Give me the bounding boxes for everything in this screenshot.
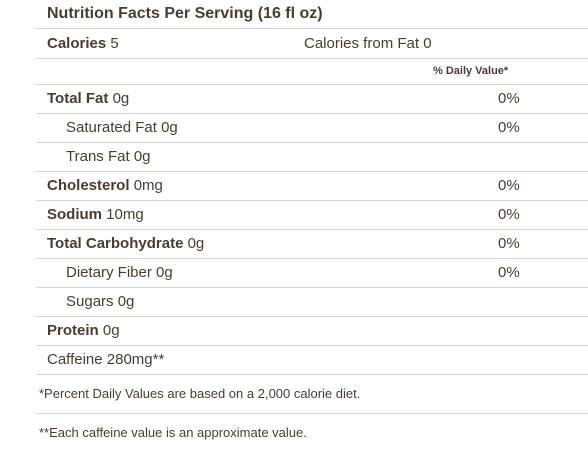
nutrient-row-total-fat: Total Fat 0g 0% [36,85,588,114]
nutrient-name: Total Fat [47,90,109,107]
nutrient-amount: 0g [187,235,205,252]
nutrient-daily-value: 0% [498,90,520,107]
daily-value-header-row: % Daily Value* [36,59,588,85]
nutrient-name: Protein [47,322,99,339]
nutrient-daily-value: 0% [498,235,520,252]
nutrition-facts-panel: Nutrition Facts Per Serving (16 fl oz) C… [36,0,588,452]
calories-row: Calories 5 Calories from Fat 0 [36,29,588,59]
nutrient-amount: 0mg [133,177,163,194]
nutrient-row-saturated-fat: Saturated Fat 0g 0% [36,114,588,143]
nutrient-daily-value: 0% [498,177,520,194]
nutrient-name: Sugars [66,293,114,310]
nutrient-amount: 0g [156,264,173,281]
nutrient-amount: 0g [112,90,130,107]
nutrient-row-dietary-fiber: Dietary Fiber 0g 0% [36,259,588,288]
nutrient-amount: 10mg [106,206,144,223]
caffeine-footnote: **Each caffeine value is an approximate … [39,425,307,440]
nutrient-row-caffeine: Caffeine 280mg** [36,346,588,375]
nutrient-row-total-carbohydrate: Total Carbohydrate 0g 0% [36,230,588,259]
nutrient-amount: 0g [117,293,135,310]
daily-values-footnote: *Percent Daily Values are based on a 2,0… [36,375,588,414]
nutrient-daily-value: 0% [498,119,520,136]
nutrient-name: Dietary Fiber [66,264,152,281]
nutrient-amount: 280mg** [106,351,165,368]
nutrient-name: Trans Fat [66,148,130,165]
calories-from-fat: Calories from Fat 0 [304,35,432,52]
nutrient-amount: 0g [133,148,151,165]
nutrient-name: Sodium [47,206,102,223]
nutrient-row-cholesterol: Cholesterol 0mg 0% [36,172,588,201]
nutrient-amount: 0g [102,322,120,339]
nutrient-name: Cholesterol [47,177,130,194]
nutrient-name: Total Carbohydrate [47,235,184,252]
nutrition-title: Nutrition Facts Per Serving (16 fl oz) [36,0,588,29]
nutrient-row-sodium: Sodium 10mg 0% [36,201,588,230]
nutrient-row-trans-fat: Trans Fat 0g [36,143,588,172]
nutrient-row-sugars: Sugars 0g [36,288,588,317]
calories-from-fat-value: 0 [423,35,432,52]
calories-label: Calories 5 [47,35,119,52]
nutrient-name: Saturated Fat [66,119,157,136]
daily-value-header: % Daily Value* [433,65,509,77]
calories-value: 5 [110,35,119,52]
nutrient-name: Caffeine [47,351,103,368]
nutrient-amount: 0g [161,119,178,136]
nutrient-row-protein: Protein 0g [36,317,588,346]
nutrient-daily-value: 0% [498,264,520,281]
nutrient-daily-value: 0% [498,206,520,223]
